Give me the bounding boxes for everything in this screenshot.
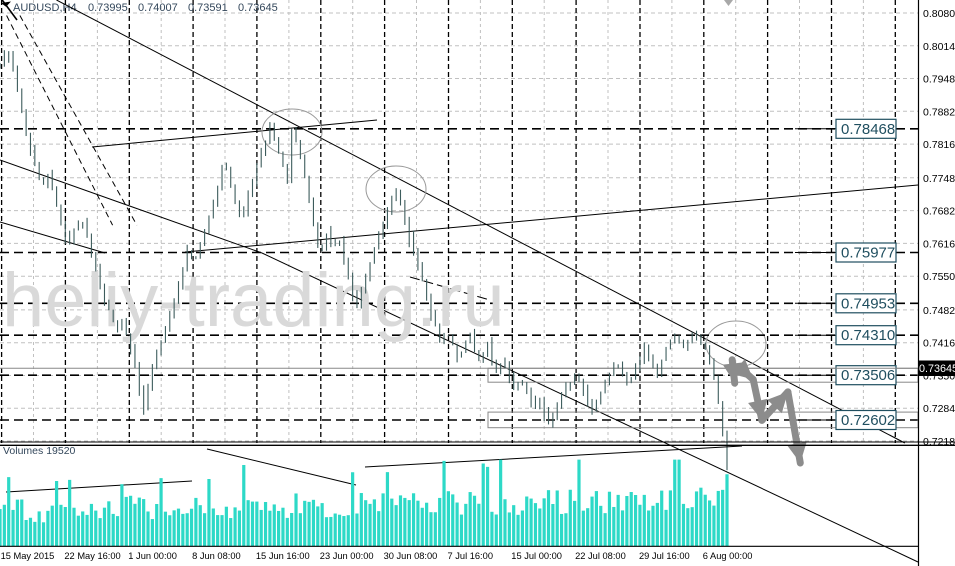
svg-text:22 Jul 08:00: 22 Jul 08:00 [575, 551, 626, 561]
svg-text:22 May 16:00: 22 May 16:00 [64, 551, 120, 561]
svg-text:30 Jun 08:00: 30 Jun 08:00 [384, 551, 438, 561]
svg-text:0.74310: 0.74310 [841, 327, 895, 344]
svg-text:15 Jun 16:00: 15 Jun 16:00 [256, 551, 310, 561]
svg-text:29 Jul 16:00: 29 Jul 16:00 [639, 551, 690, 561]
svg-text:0.74953: 0.74953 [841, 295, 895, 312]
svg-text:1 Jun 00:00: 1 Jun 00:00 [128, 551, 177, 561]
svg-text:0.72602: 0.72602 [841, 412, 895, 429]
svg-text:6 Aug 00:00: 6 Aug 00:00 [703, 551, 753, 561]
svg-text:0.74007: 0.74007 [138, 2, 178, 14]
svg-text:0.73645: 0.73645 [238, 2, 278, 14]
svg-text:8 Jun 08:00: 8 Jun 08:00 [192, 551, 241, 561]
svg-text:0.73591: 0.73591 [188, 2, 228, 14]
svg-text:0.73995: 0.73995 [88, 2, 128, 14]
svg-text:0.75977: 0.75977 [841, 245, 895, 262]
svg-text:0.78468: 0.78468 [841, 121, 895, 138]
svg-text:15 May 2015: 15 May 2015 [1, 551, 55, 561]
svg-text:Volumes 19520: Volumes 19520 [3, 445, 76, 457]
svg-text:0.73506: 0.73506 [841, 367, 895, 384]
svg-text:15 Jul 00:00: 15 Jul 00:00 [511, 551, 562, 561]
svg-text:23 Jun 00:00: 23 Jun 00:00 [320, 551, 374, 561]
svg-text:AUDUSD,H4: AUDUSD,H4 [13, 2, 77, 14]
svg-text:heliy-trading.ru: heliy-trading.ru [2, 258, 505, 343]
svg-text:7 Jul 16:00: 7 Jul 16:00 [448, 551, 494, 561]
